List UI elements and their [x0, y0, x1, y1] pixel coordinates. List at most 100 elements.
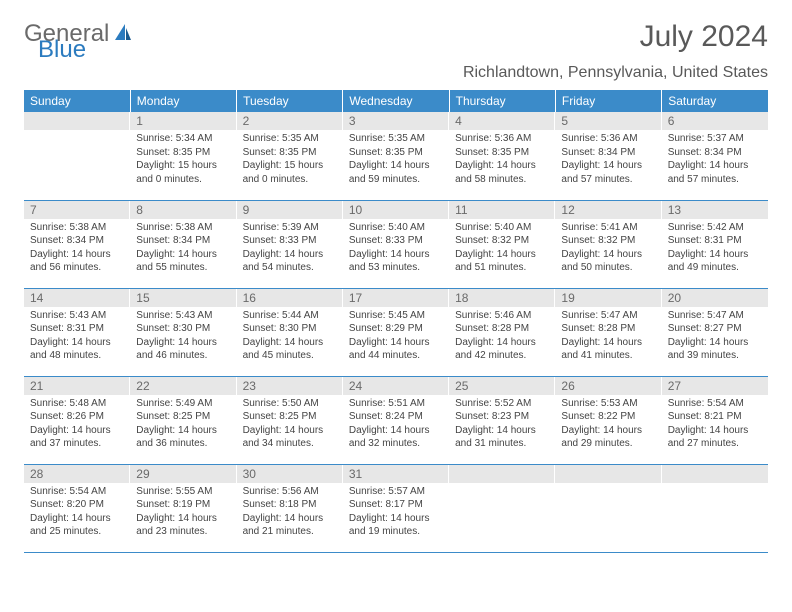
- sunrise-text: Sunrise: 5:46 AM: [455, 309, 549, 323]
- calendar-day-cell: [24, 112, 130, 200]
- day-number: 24: [343, 377, 449, 395]
- calendar-week-row: 21Sunrise: 5:48 AMSunset: 8:26 PMDayligh…: [24, 376, 768, 464]
- day-number: [662, 465, 768, 483]
- sunset-text: Sunset: 8:34 PM: [30, 234, 124, 248]
- daylight-text: Daylight: 15 hours and 0 minutes.: [243, 159, 337, 186]
- sunset-text: Sunset: 8:28 PM: [455, 322, 549, 336]
- daylight-text: Daylight: 14 hours and 41 minutes.: [561, 336, 655, 363]
- sunset-text: Sunset: 8:25 PM: [136, 410, 230, 424]
- day-number: 11: [449, 201, 555, 219]
- calendar-day-cell: 15Sunrise: 5:43 AMSunset: 8:30 PMDayligh…: [130, 288, 236, 376]
- calendar-day-cell: 10Sunrise: 5:40 AMSunset: 8:33 PMDayligh…: [343, 200, 449, 288]
- day-number: 18: [449, 289, 555, 307]
- location-text: Richlandtown, Pennsylvania, United State…: [24, 64, 768, 82]
- day-number: 15: [130, 289, 236, 307]
- calendar-day-cell: 6Sunrise: 5:37 AMSunset: 8:34 PMDaylight…: [662, 112, 768, 200]
- day-details: Sunrise: 5:43 AMSunset: 8:31 PMDaylight:…: [24, 307, 130, 365]
- day-details: Sunrise: 5:47 AMSunset: 8:27 PMDaylight:…: [662, 307, 768, 365]
- day-number: 19: [555, 289, 661, 307]
- calendar-day-cell: 17Sunrise: 5:45 AMSunset: 8:29 PMDayligh…: [343, 288, 449, 376]
- daylight-text: Daylight: 14 hours and 50 minutes.: [561, 248, 655, 275]
- day-number: 31: [343, 465, 449, 483]
- day-number: 26: [555, 377, 661, 395]
- day-details: Sunrise: 5:43 AMSunset: 8:30 PMDaylight:…: [130, 307, 236, 365]
- day-number: 22: [130, 377, 236, 395]
- calendar-week-row: 28Sunrise: 5:54 AMSunset: 8:20 PMDayligh…: [24, 464, 768, 552]
- sunrise-text: Sunrise: 5:41 AM: [561, 221, 655, 235]
- day-details: Sunrise: 5:52 AMSunset: 8:23 PMDaylight:…: [449, 395, 555, 453]
- calendar-day-cell: 1Sunrise: 5:34 AMSunset: 8:35 PMDaylight…: [130, 112, 236, 200]
- sunrise-text: Sunrise: 5:38 AM: [136, 221, 230, 235]
- day-details: Sunrise: 5:40 AMSunset: 8:32 PMDaylight:…: [449, 219, 555, 277]
- daylight-text: Daylight: 14 hours and 54 minutes.: [243, 248, 337, 275]
- day-number: 13: [662, 201, 768, 219]
- sunrise-text: Sunrise: 5:54 AM: [668, 397, 762, 411]
- sunrise-text: Sunrise: 5:53 AM: [561, 397, 655, 411]
- sunrise-text: Sunrise: 5:48 AM: [30, 397, 124, 411]
- calendar-table: SundayMondayTuesdayWednesdayThursdayFrid…: [24, 90, 768, 553]
- sunset-text: Sunset: 8:33 PM: [243, 234, 337, 248]
- sunrise-text: Sunrise: 5:38 AM: [30, 221, 124, 235]
- day-number: 2: [237, 112, 343, 130]
- daylight-text: Daylight: 14 hours and 48 minutes.: [30, 336, 124, 363]
- calendar-week-row: 7Sunrise: 5:38 AMSunset: 8:34 PMDaylight…: [24, 200, 768, 288]
- sunset-text: Sunset: 8:25 PM: [243, 410, 337, 424]
- calendar-day-cell: 27Sunrise: 5:54 AMSunset: 8:21 PMDayligh…: [662, 376, 768, 464]
- day-details: Sunrise: 5:48 AMSunset: 8:26 PMDaylight:…: [24, 395, 130, 453]
- day-details: Sunrise: 5:36 AMSunset: 8:35 PMDaylight:…: [449, 130, 555, 188]
- day-number: 7: [24, 201, 130, 219]
- day-number: 3: [343, 112, 449, 130]
- day-details: Sunrise: 5:35 AMSunset: 8:35 PMDaylight:…: [343, 130, 449, 188]
- sunset-text: Sunset: 8:35 PM: [455, 146, 549, 160]
- day-header: Wednesday: [343, 90, 449, 112]
- day-details: Sunrise: 5:37 AMSunset: 8:34 PMDaylight:…: [662, 130, 768, 188]
- daylight-text: Daylight: 14 hours and 59 minutes.: [349, 159, 443, 186]
- daylight-text: Daylight: 14 hours and 45 minutes.: [243, 336, 337, 363]
- sunset-text: Sunset: 8:33 PM: [349, 234, 443, 248]
- sunset-text: Sunset: 8:31 PM: [30, 322, 124, 336]
- day-details: Sunrise: 5:46 AMSunset: 8:28 PMDaylight:…: [449, 307, 555, 365]
- calendar-day-cell: 7 Sunrise: 5:38 AMSunset: 8:34 PMDaylight…: [24, 200, 130, 288]
- sunset-text: Sunset: 8:27 PM: [668, 322, 762, 336]
- calendar-day-cell: 26Sunrise: 5:53 AMSunset: 8:22 PMDayligh…: [555, 376, 661, 464]
- daylight-text: Daylight: 14 hours and 21 minutes.: [243, 512, 337, 539]
- day-number: 30: [237, 465, 343, 483]
- sunset-text: Sunset: 8:20 PM: [30, 498, 124, 512]
- sunrise-text: Sunrise: 5:50 AM: [243, 397, 337, 411]
- calendar-week-row: 1Sunrise: 5:34 AMSunset: 8:35 PMDaylight…: [24, 112, 768, 200]
- day-details: Sunrise: 5:40 AMSunset: 8:33 PMDaylight:…: [343, 219, 449, 277]
- day-header: Tuesday: [237, 90, 343, 112]
- daylight-text: Daylight: 14 hours and 37 minutes.: [30, 424, 124, 451]
- calendar-day-cell: 4Sunrise: 5:36 AMSunset: 8:35 PMDaylight…: [449, 112, 555, 200]
- day-header: Sunday: [24, 90, 130, 112]
- daylight-text: Daylight: 14 hours and 29 minutes.: [561, 424, 655, 451]
- sunset-text: Sunset: 8:34 PM: [136, 234, 230, 248]
- sunrise-text: Sunrise: 5:47 AM: [668, 309, 762, 323]
- sunset-text: Sunset: 8:32 PM: [455, 234, 549, 248]
- calendar-day-cell: 13Sunrise: 5:42 AMSunset: 8:31 PMDayligh…: [662, 200, 768, 288]
- daylight-text: Daylight: 14 hours and 56 minutes.: [30, 248, 124, 275]
- calendar-day-cell: 14Sunrise: 5:43 AMSunset: 8:31 PMDayligh…: [24, 288, 130, 376]
- day-details: Sunrise: 5:57 AMSunset: 8:17 PMDaylight:…: [343, 483, 449, 541]
- day-details: Sunrise: 5:56 AMSunset: 8:18 PMDaylight:…: [237, 483, 343, 541]
- sunrise-text: Sunrise: 5:35 AM: [349, 132, 443, 146]
- day-number: 29: [130, 465, 236, 483]
- daylight-text: Daylight: 14 hours and 25 minutes.: [30, 512, 124, 539]
- day-details: Sunrise: 5:53 AMSunset: 8:22 PMDaylight:…: [555, 395, 661, 453]
- sunrise-text: Sunrise: 5:37 AM: [668, 132, 762, 146]
- day-number: 12: [555, 201, 661, 219]
- day-details: Sunrise: 5:38 AMSunset: 8:34 PMDaylight:…: [130, 219, 236, 277]
- calendar-day-cell: 2Sunrise: 5:35 AMSunset: 8:35 PMDaylight…: [237, 112, 343, 200]
- calendar-day-cell: 19Sunrise: 5:47 AMSunset: 8:28 PMDayligh…: [555, 288, 661, 376]
- day-number: 20: [662, 289, 768, 307]
- sunrise-text: Sunrise: 5:34 AM: [136, 132, 230, 146]
- day-details: Sunrise: 5:42 AMSunset: 8:31 PMDaylight:…: [662, 219, 768, 277]
- daylight-text: Daylight: 14 hours and 46 minutes.: [136, 336, 230, 363]
- day-number: 16: [237, 289, 343, 307]
- calendar-day-cell: 23Sunrise: 5:50 AMSunset: 8:25 PMDayligh…: [237, 376, 343, 464]
- daylight-text: Daylight: 14 hours and 32 minutes.: [349, 424, 443, 451]
- daylight-text: Daylight: 15 hours and 0 minutes.: [136, 159, 230, 186]
- day-header: Friday: [555, 90, 661, 112]
- daylight-text: Daylight: 14 hours and 55 minutes.: [136, 248, 230, 275]
- calendar-day-cell: 30Sunrise: 5:56 AMSunset: 8:18 PMDayligh…: [237, 464, 343, 552]
